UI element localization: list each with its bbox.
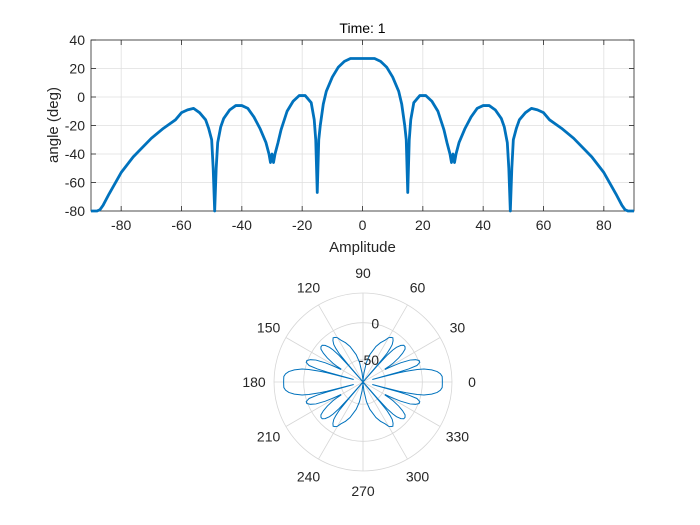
polar-radius-label: 0	[371, 316, 379, 332]
x-tick-label: 60	[536, 217, 552, 233]
polar-labels: 0 30 60 90 120 150 180 210 240 270 300 330 -50 0	[242, 265, 476, 499]
x-tick-label: 40	[475, 217, 491, 233]
polar-angle-label: 0	[468, 374, 476, 390]
line-chart-title: Time: 1	[339, 20, 385, 36]
polar-spoke	[318, 304, 364, 383]
polar-radius-label: -50	[359, 352, 379, 368]
polar-angle-label: 150	[257, 320, 281, 336]
polar-angle-label: 60	[410, 280, 426, 296]
polar-spoke	[285, 381, 364, 427]
series-line	[91, 57, 634, 213]
y-tick-label: -40	[65, 146, 85, 162]
x-tick-label: 20	[415, 217, 431, 233]
polar-panel: 0 30 60 90 120 150 180 210 240 270 300 330 -50 0	[242, 265, 476, 499]
polar-angle-label: 300	[406, 468, 430, 484]
x-axis-label: Amplitude	[329, 239, 396, 256]
line-ticks: -80 -60 -40 -20 0 20 40 60 80 -80 -60 -40 -20 0 20 40	[65, 32, 634, 233]
polar-angle-label: 330	[446, 429, 470, 445]
polar-angle-label: 120	[297, 280, 321, 296]
polar-spoke	[362, 337, 441, 383]
y-tick-label: 20	[69, 61, 85, 77]
x-tick-label: -80	[111, 217, 131, 233]
polar-angle-label: 180	[242, 374, 266, 390]
x-tick-label: -40	[232, 217, 252, 233]
polar-spoke	[362, 381, 408, 460]
polar-series-line	[283, 336, 443, 428]
polar-spoke	[362, 304, 408, 383]
polar-angle-label: 210	[257, 429, 281, 445]
polar-spoke	[318, 381, 364, 460]
polar-angle-label: 30	[450, 320, 466, 336]
line-panel: -80 -60 -40 -20 0 20 40 60 80 -80 -60 -40 -20 0 20 40 T…	[45, 20, 635, 256]
polar-spoke	[362, 381, 441, 427]
polar-angle-label: 240	[297, 468, 321, 484]
y-tick-label: -80	[65, 203, 85, 219]
y-tick-label: -20	[65, 118, 85, 134]
y-tick-label: -60	[65, 175, 85, 191]
x-tick-label: -20	[292, 217, 312, 233]
x-tick-label: 0	[359, 217, 367, 233]
polar-spoke	[285, 337, 364, 383]
x-tick-label: -60	[171, 217, 191, 233]
y-tick-label: 0	[77, 89, 85, 105]
polar-angle-label: 270	[351, 483, 375, 499]
polar-angle-label: 90	[355, 265, 371, 281]
x-tick-label: 80	[596, 217, 612, 233]
y-axis-label: angle (deg)	[45, 87, 62, 163]
y-tick-label: 40	[69, 32, 85, 48]
